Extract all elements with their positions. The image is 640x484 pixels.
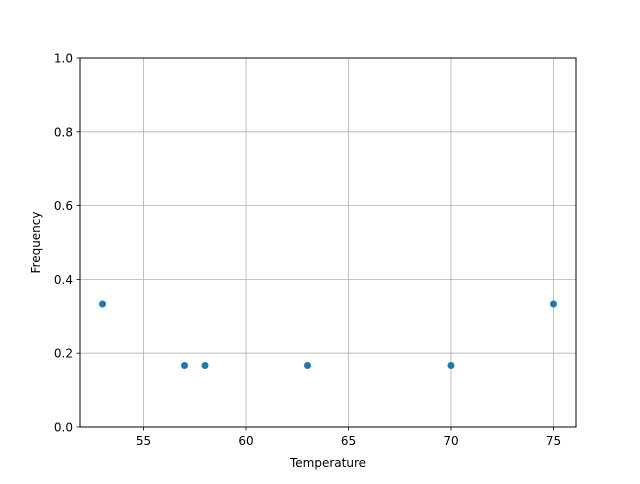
- x-tick-label: 55: [136, 434, 151, 448]
- data-point: [181, 361, 189, 369]
- grid: [80, 57, 576, 428]
- x-tick-label: 75: [546, 434, 561, 448]
- x-axis-label: Temperature: [289, 456, 366, 470]
- data-point: [447, 361, 455, 369]
- y-tick-label: 1.0: [54, 52, 73, 66]
- plot-area-frame: [79, 57, 577, 428]
- y-tick-label: 0.2: [54, 347, 73, 361]
- y-tick-label: 0.6: [54, 199, 73, 213]
- data-point: [201, 361, 209, 369]
- data-point: [304, 361, 312, 369]
- y-tick-label: 0.8: [54, 125, 73, 139]
- data-point: [549, 300, 557, 308]
- axis-ticks: 55 60 65 70 75 0.0 0.2 0.4 0.6 0.8 1.0: [54, 52, 561, 449]
- y-tick-label: 0.0: [54, 421, 73, 435]
- x-tick-label: 60: [238, 434, 253, 448]
- x-tick-label: 65: [341, 434, 356, 448]
- x-tick-label: 70: [443, 434, 458, 448]
- data-points: [99, 300, 557, 369]
- y-tick-label: 0.4: [54, 273, 73, 287]
- data-point: [99, 300, 107, 308]
- y-axis-label: Frequency: [29, 212, 43, 274]
